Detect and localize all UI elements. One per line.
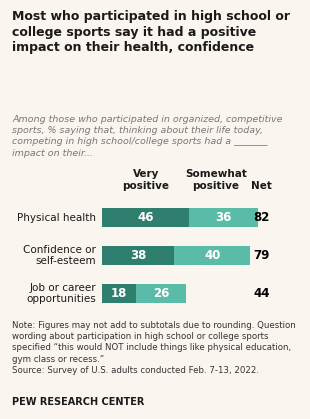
Text: Job or career
opportunities: Job or career opportunities [26, 283, 96, 304]
Text: 44: 44 [253, 287, 270, 300]
Text: Confidence or
self-esteem: Confidence or self-esteem [23, 245, 96, 266]
Text: Somewhat
positive: Somewhat positive [185, 169, 247, 191]
Text: 46: 46 [138, 211, 154, 224]
Text: 26: 26 [153, 287, 169, 300]
Text: 40: 40 [204, 249, 220, 262]
Bar [102, 246, 174, 265]
Text: Physical health: Physical health [17, 212, 96, 222]
Text: Most who participated in high school or
college sports say it had a positive
imp: Most who participated in high school or … [12, 10, 290, 54]
Bar [102, 208, 189, 227]
Text: 79: 79 [253, 249, 270, 262]
Text: PEW RESEARCH CENTER: PEW RESEARCH CENTER [12, 397, 145, 407]
Text: 36: 36 [215, 211, 232, 224]
Text: Among those who participated in organized, competitive
sports, % saying that, th: Among those who participated in organize… [12, 115, 283, 158]
Text: 82: 82 [253, 211, 270, 224]
Text: Note: Figures may not add to subtotals due to rounding. Question
wording about p: Note: Figures may not add to subtotals d… [12, 321, 296, 375]
Text: 18: 18 [111, 287, 127, 300]
Text: 38: 38 [130, 249, 147, 262]
Bar [189, 208, 258, 227]
Bar [174, 246, 250, 265]
Text: Net: Net [251, 181, 272, 191]
Text: Very
positive: Very positive [122, 169, 169, 191]
Bar [136, 284, 186, 303]
Bar [102, 284, 136, 303]
